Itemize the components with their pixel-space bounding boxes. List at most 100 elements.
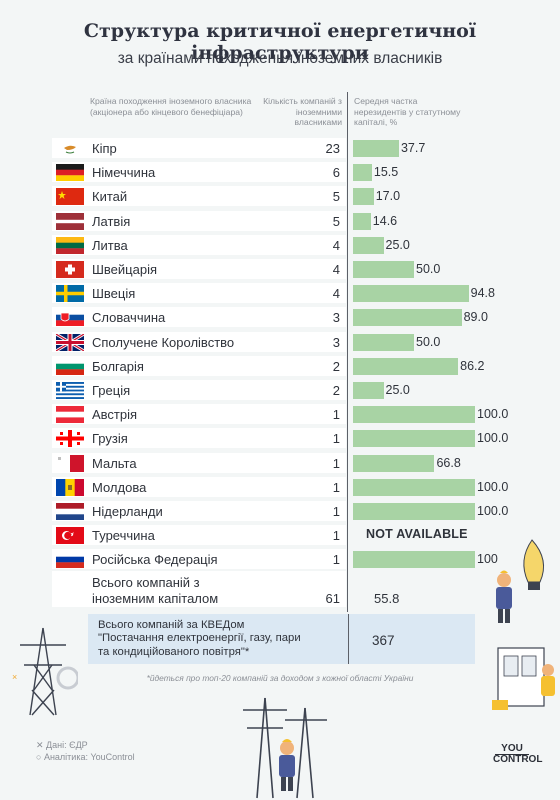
country-name: Словаччина [92, 310, 166, 326]
table-row: Грузія 1 100.0 [0, 427, 560, 451]
share-bar [353, 212, 371, 230]
country-name: Сполучене Королівство [92, 334, 235, 350]
table-row: Туреччина 1 NOT AVAILABLE [0, 524, 560, 548]
latvia-flag [56, 212, 84, 230]
country-name: Литва [92, 237, 128, 253]
company-count: 3 [332, 334, 340, 350]
share-bar [353, 478, 475, 496]
table-row: Нідерланди 1 100.0 [0, 500, 560, 524]
country-name: Російська Федерація [92, 552, 218, 568]
table-row: Болгарія 2 86.2 [0, 355, 560, 379]
table-row: Греція 2 25.0 [0, 379, 560, 403]
country-name: Німеччина [92, 165, 156, 181]
moldova-flag [56, 478, 84, 496]
column-divider [347, 92, 349, 612]
country-name: Молдова [92, 479, 147, 495]
company-count: 5 [332, 189, 340, 205]
table-row: Австрія 1 100.0 [0, 403, 560, 427]
total-label-line2: іноземним капіталом [92, 591, 219, 606]
row-background [52, 283, 346, 304]
share-value: 100 [477, 552, 498, 567]
share-value: 100.0 [477, 504, 509, 518]
country-name: Кіпр [92, 141, 117, 156]
country-name: Швеція [92, 286, 136, 302]
company-count: 23 [325, 141, 340, 156]
row-background [52, 476, 346, 497]
kved-text: Всього компаній за КВЕДом "Постачання ел… [98, 619, 338, 659]
share-bar [353, 430, 475, 448]
table-row: Литва 4 25.0 [0, 234, 560, 258]
turkey-flag [56, 527, 84, 545]
share-value: 89.0 [463, 310, 488, 325]
share-value: 25.0 [385, 383, 410, 397]
russia-flag [56, 551, 84, 569]
share-value: 94.8 [470, 286, 495, 301]
country-name: Грузія [92, 431, 128, 447]
share-bar [353, 285, 469, 303]
table-row: Сполучене Королівство 3 50.0 [0, 331, 560, 355]
power-tower-left-illustration: × [12, 627, 78, 716]
share-value: 100.0 [477, 407, 509, 422]
share-value: 50.0 [416, 334, 441, 349]
company-count: 1 [332, 431, 340, 447]
power-tower-center-illustration [243, 697, 327, 799]
slovakia-flag [56, 309, 84, 327]
row-background [52, 355, 346, 376]
row-background [52, 210, 346, 231]
share-bar [353, 309, 462, 327]
source-analytics: ○ Аналітика: YouControl [36, 752, 135, 762]
company-count: 6 [332, 165, 340, 181]
electric-cabinet-worker-illustration [492, 647, 555, 710]
kved-box [88, 614, 475, 664]
source-data: ✕ Дані: ЄДР [36, 740, 88, 750]
company-count: 3 [332, 310, 340, 326]
kved-divider [348, 614, 350, 664]
source-analytics-text: Аналітика: YouControl [43, 752, 135, 762]
company-count: 4 [332, 237, 340, 253]
share-value: 25.0 [385, 237, 410, 252]
table-row: Латвія 5 14.6 [0, 210, 560, 234]
share-bar [353, 164, 372, 182]
company-count: 1 [332, 455, 340, 471]
row-background [52, 259, 346, 279]
row-background [52, 380, 346, 400]
country-name: Мальта [92, 455, 137, 471]
row-background [52, 138, 346, 158]
row-background [52, 331, 346, 352]
share-bar [353, 406, 475, 424]
row-background [52, 162, 346, 183]
switzerland-flag [56, 261, 84, 278]
china-flag [56, 188, 84, 206]
logo-underline [495, 754, 529, 755]
share-value: 86.2 [460, 358, 485, 373]
share-bar [353, 382, 384, 399]
table-row: Словаччина 3 89.0 [0, 306, 560, 330]
bulgaria-flag [56, 357, 84, 375]
row-background [52, 452, 346, 473]
company-count: 4 [332, 286, 340, 302]
country-name: Греція [92, 383, 131, 398]
footnote: *йдеться про топ-20 компаній за доходом … [146, 673, 414, 683]
row-background [52, 501, 346, 521]
company-count: 1 [332, 479, 340, 495]
share-bar [353, 503, 475, 520]
company-count: 2 [332, 358, 340, 374]
table-row: Кіпр 23 37.7 [0, 137, 560, 161]
share-value: 100.0 [477, 431, 509, 446]
share-value: 15.5 [373, 165, 399, 180]
row-background [52, 428, 346, 449]
table-row: Російська Федерація 1 100 [0, 548, 560, 572]
svg-text:×: × [12, 672, 17, 682]
kved-line1: Всього компаній за КВЕДом [98, 619, 245, 631]
row-background [52, 186, 346, 207]
table-row: Молдова 1 100.0 [0, 476, 560, 500]
page-title: Структура критичної енергетичної інфраст… [83, 20, 477, 64]
share-value: 17.0 [375, 189, 401, 204]
share-value: 50.0 [416, 262, 441, 276]
austria-flag [56, 406, 84, 424]
share-not-available: NOT AVAILABLE [366, 527, 468, 542]
share-bar [353, 188, 374, 206]
header-share: Середня частка нерезидентів у статутному… [354, 96, 461, 128]
country-name: Латвія [92, 213, 131, 229]
table-row: Мальта 1 66.8 [0, 452, 560, 476]
